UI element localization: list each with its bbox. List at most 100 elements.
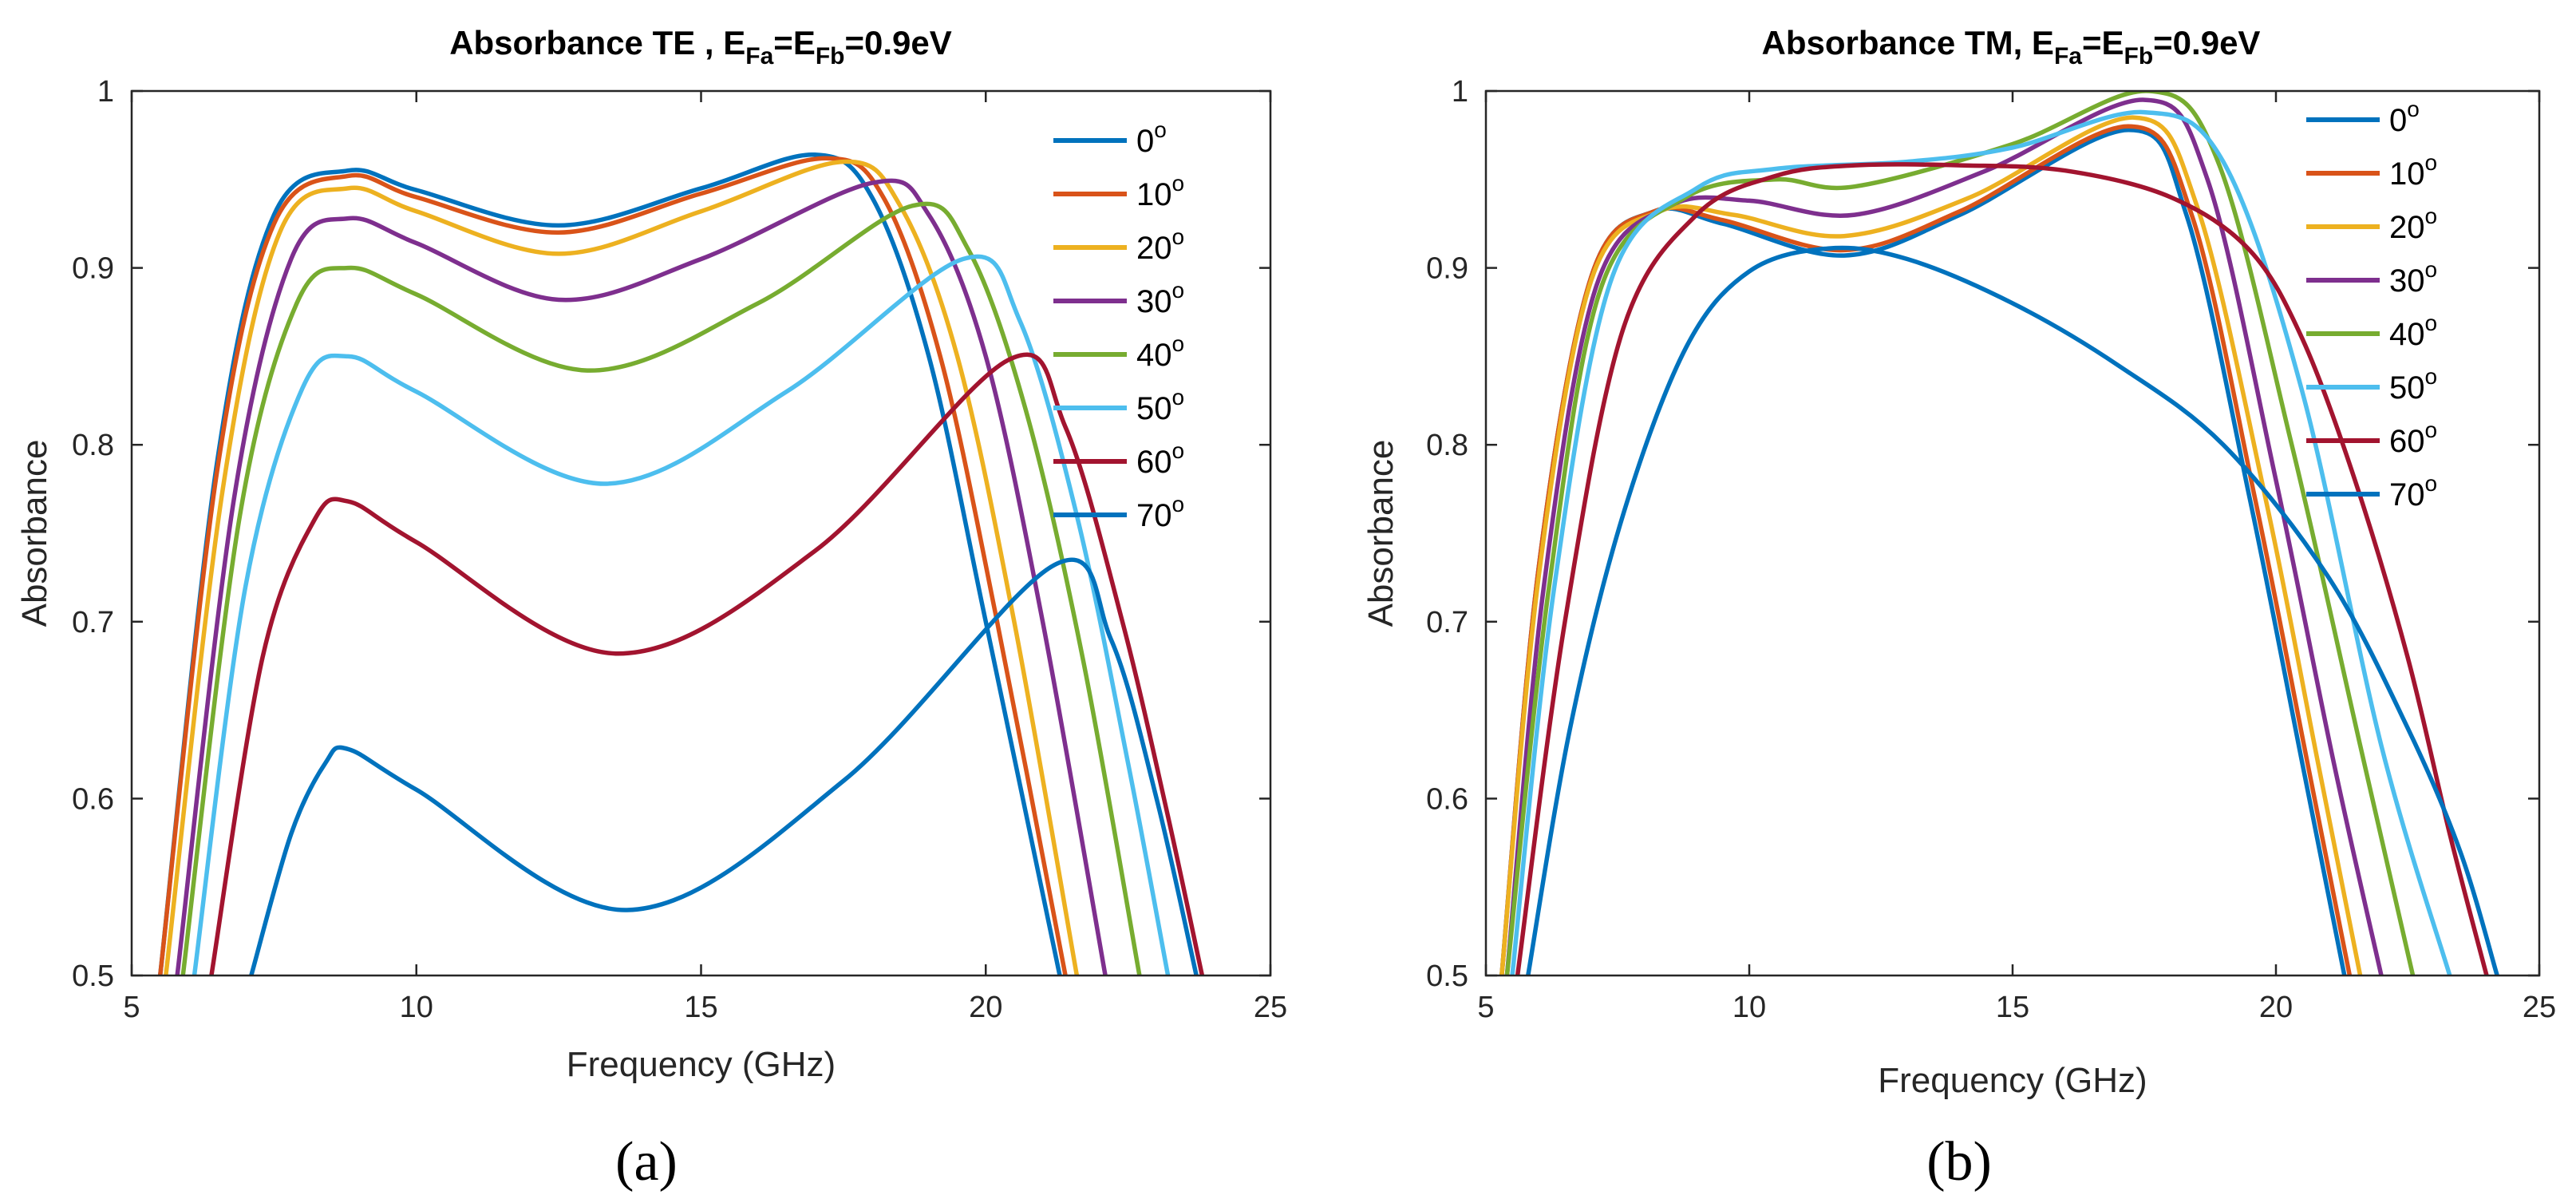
series-line-20deg [1499,115,2363,975]
chart-title-mid: =E [773,24,816,61]
series-line-30deg [1504,97,2384,975]
chart-title-pre: Absorbance TE , E [449,24,745,61]
legend-label-50deg: 50o [2389,364,2437,406]
series-line-10deg [157,156,1068,975]
y-tick-label: 0.6 [1426,782,1468,816]
legend-label-20deg: 20o [2389,204,2437,245]
x-axis-label: Frequency (GHz) [567,1045,836,1084]
x-tick-label: 20 [2259,991,2293,1024]
legend-label-10deg: 10o [2389,150,2437,192]
degree-symbol: o [2425,364,2438,389]
series-line-60deg [209,352,1205,975]
x-tick-label: 15 [1996,991,2029,1024]
legend-value: 60 [2389,424,2425,459]
y-tick-label: 0.6 [72,782,114,816]
y-tick-label: 0.5 [72,960,114,993]
panel-caption: (a) [615,1131,678,1193]
series-line-50deg [1510,109,2452,975]
panel-a: 5 10 15 20 25 0.5 0.6 0.7 0.8 0.9 1 Frequency (GHz)… [15,24,1287,1193]
legend-value: 30 [2389,263,2425,299]
legend-value: 10 [2389,156,2425,192]
legend-label-10deg: 10o [1136,171,1184,212]
chart-title-pre: Absorbance TM, E [1762,24,2054,61]
chart-title-sub1: Fa [2054,43,2082,69]
degree-symbol: o [1172,331,1185,356]
legend-value: 0 [1136,124,1154,159]
degree-symbol: o [2407,97,2420,121]
degree-symbol: o [1172,492,1185,516]
y-tick-label: 0.7 [72,606,114,639]
legend-label-70deg: 70o [2389,471,2437,512]
chart-title-post: =0.9eV [845,24,952,61]
y-tick-label: 0.7 [1426,606,1468,639]
legend-value: 70 [1136,498,1172,533]
legend-value: 0 [2389,103,2407,138]
y-tick-label: 1 [1452,75,1468,109]
degree-symbol: o [2425,311,2438,335]
x-tick-label: 15 [684,991,717,1024]
legend-label-30deg: 30o [2389,257,2437,299]
legend-value: 20 [2389,210,2425,245]
y-tick-label: 0.5 [1426,960,1468,993]
degree-symbol: o [1172,171,1185,196]
legend-label-20deg: 20o [1136,224,1184,266]
legend-value: 60 [1136,445,1172,480]
series-line-70deg [1526,245,2499,975]
series-line-70deg [249,557,1199,975]
y-tick-label: 0.9 [1426,252,1468,286]
degree-symbol: o [1172,278,1185,303]
legend-label-0deg: 0o [1136,117,1167,159]
degree-symbol: o [1172,224,1185,249]
degree-symbol: o [2425,471,2438,496]
chart-title-mid: =E [2082,24,2124,61]
panel-b: 5 10 15 20 25 0.5 0.6 0.7 0.8 0.9 1 Frequency (GHz)… [1361,24,2556,1193]
degree-symbol: o [2425,417,2438,442]
legend-label-60deg: 60o [2389,417,2437,459]
legend-label-30deg: 30o [1136,278,1184,319]
legend-value: 40 [1136,338,1172,373]
x-tick-label: 10 [1732,991,1766,1024]
degree-symbol: o [2425,204,2438,228]
legend-value: 20 [1136,231,1172,266]
series-line-30deg [175,178,1108,975]
x-tick-label: 10 [400,991,433,1024]
chart-title-post: =0.9eV [2153,24,2260,61]
legend-value: 30 [1136,284,1172,319]
y-tick-label: 0.8 [1426,429,1468,462]
legend-label-40deg: 40o [2389,311,2437,352]
x-tick-label: 20 [969,991,1002,1024]
legend-value: 40 [2389,317,2425,352]
y-axis-label: Absorbance [15,440,54,627]
chart-title-sub2: Fb [816,43,845,69]
x-tick-label: 5 [1477,991,1494,1024]
legend-label-40deg: 40o [1136,331,1184,373]
y-tick-label: 1 [97,75,114,109]
chart-title: Absorbance TM, EFa=EFb=0.9eV [1762,24,2261,69]
x-tick-label: 25 [1254,991,1287,1024]
chart-title-sub1: Fa [745,43,773,69]
y-tick-label: 0.9 [72,252,114,286]
series-line-60deg [1515,162,2489,975]
legend-value: 70 [2389,477,2425,512]
panel-caption: (b) [1926,1131,1992,1193]
degree-symbol: o [2425,150,2438,175]
series-line-20deg [164,159,1080,975]
x-axis-label: Frequency (GHz) [1878,1061,2147,1100]
y-tick-label: 0.8 [72,429,114,462]
degree-symbol: o [2425,257,2438,282]
series-line-40deg [180,201,1142,975]
chart-title-sub2: Fb [2124,43,2154,69]
legend-value: 50 [1136,391,1172,426]
chart-title: Absorbance TE , EFa=EFb=0.9eV [449,24,952,69]
legend-label-60deg: 60o [1136,438,1184,480]
legend-value: 10 [1136,177,1172,212]
legend-label-0deg: 0o [2389,97,2420,138]
degree-symbol: o [1154,117,1167,142]
legend-label-70deg: 70o [1136,492,1184,533]
degree-symbol: o [1172,385,1185,410]
legend-value: 50 [2389,370,2425,406]
x-tick-label: 25 [2523,991,2556,1024]
